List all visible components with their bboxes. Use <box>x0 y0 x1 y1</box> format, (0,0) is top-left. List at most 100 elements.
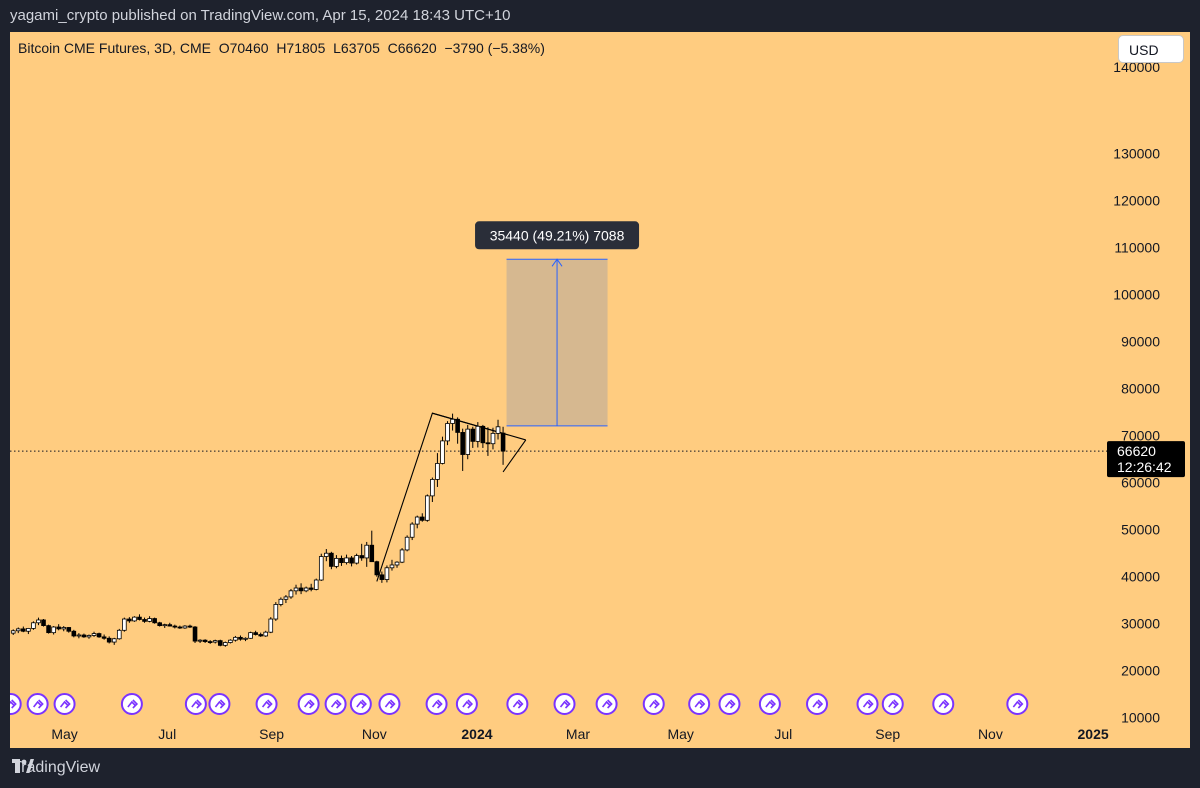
candle[interactable] <box>258 632 263 637</box>
dividend-event-icon[interactable] <box>208 693 231 715</box>
candle[interactable] <box>238 635 243 641</box>
candle[interactable] <box>293 584 299 595</box>
candle[interactable] <box>430 477 435 502</box>
dividend-event-icon[interactable] <box>378 693 401 715</box>
candle[interactable] <box>15 627 21 634</box>
dividend-event-icon[interactable] <box>806 693 829 715</box>
dividend-event-icon[interactable] <box>26 693 49 715</box>
dividend-event-icon[interactable] <box>642 693 665 715</box>
candle[interactable] <box>425 494 430 522</box>
candle[interactable] <box>177 625 183 629</box>
candle[interactable] <box>450 413 455 431</box>
candle[interactable] <box>480 424 486 448</box>
candle[interactable] <box>414 515 420 529</box>
dividend-event-icon[interactable] <box>1006 693 1029 715</box>
dividend-event-icon[interactable] <box>53 693 76 715</box>
candle[interactable] <box>313 578 319 591</box>
candle[interactable] <box>399 548 405 564</box>
candle[interactable] <box>21 626 26 633</box>
candle[interactable] <box>465 424 471 460</box>
candle[interactable] <box>187 624 193 628</box>
dividend-event-icon[interactable] <box>856 693 879 715</box>
candle[interactable] <box>490 427 496 450</box>
candle[interactable] <box>106 636 112 644</box>
candle[interactable] <box>329 551 334 570</box>
candle[interactable] <box>339 555 344 566</box>
candle[interactable] <box>71 629 77 638</box>
candle[interactable] <box>273 602 279 621</box>
candle[interactable] <box>344 554 349 565</box>
candle[interactable] <box>36 617 41 626</box>
triangle-lower-line[interactable] <box>502 439 527 473</box>
candle[interactable] <box>212 639 218 644</box>
candle[interactable] <box>207 640 213 644</box>
candle[interactable] <box>445 421 450 446</box>
candle[interactable] <box>116 628 122 640</box>
candle[interactable] <box>364 541 370 567</box>
candle[interactable] <box>470 426 476 448</box>
candle[interactable] <box>263 630 269 637</box>
candle[interactable] <box>253 630 258 636</box>
candle[interactable] <box>354 553 359 565</box>
dividend-event-icon[interactable] <box>425 693 448 715</box>
candle[interactable] <box>96 632 102 638</box>
candle[interactable] <box>111 637 117 645</box>
candle[interactable] <box>233 635 238 642</box>
candle[interactable] <box>41 619 46 627</box>
candle[interactable] <box>475 422 481 448</box>
candle[interactable] <box>122 617 127 632</box>
candle[interactable] <box>66 627 72 633</box>
candle[interactable] <box>308 583 314 592</box>
dividend-event-icon[interactable] <box>184 693 207 715</box>
dividend-event-icon[interactable] <box>688 693 711 715</box>
candle[interactable] <box>202 639 208 643</box>
candle[interactable] <box>217 639 223 647</box>
candle[interactable] <box>359 543 364 561</box>
candle[interactable] <box>86 634 92 639</box>
candle[interactable] <box>303 586 309 593</box>
candle[interactable] <box>127 617 132 623</box>
candle[interactable] <box>288 588 294 599</box>
candle[interactable] <box>157 621 162 627</box>
dividend-event-icon[interactable] <box>881 693 904 715</box>
candle[interactable] <box>419 513 425 522</box>
candle[interactable] <box>91 631 97 637</box>
candle[interactable] <box>379 571 385 583</box>
dividend-event-icon[interactable] <box>758 693 781 715</box>
candle[interactable] <box>298 583 304 595</box>
candle[interactable] <box>268 617 274 634</box>
candle[interactable] <box>384 565 390 583</box>
candle[interactable] <box>197 639 203 643</box>
candle[interactable] <box>26 627 31 635</box>
candle[interactable] <box>182 625 188 629</box>
candle[interactable] <box>142 617 147 623</box>
candle[interactable] <box>248 631 253 639</box>
candle[interactable] <box>61 626 67 632</box>
candle[interactable] <box>369 530 375 563</box>
candle[interactable] <box>455 417 460 444</box>
candle[interactable] <box>349 556 354 567</box>
candle[interactable] <box>435 453 440 487</box>
candle[interactable] <box>409 522 415 541</box>
candle[interactable] <box>500 426 506 465</box>
candle[interactable] <box>46 624 51 634</box>
dividend-event-icon[interactable] <box>297 693 320 715</box>
candle[interactable] <box>374 560 380 577</box>
candle[interactable] <box>334 555 339 569</box>
candle[interactable] <box>192 626 198 643</box>
candle[interactable] <box>172 624 178 629</box>
candle[interactable] <box>318 553 324 581</box>
dividend-event-icon[interactable] <box>932 693 955 715</box>
dividend-event-icon[interactable] <box>349 693 372 715</box>
candle[interactable] <box>101 634 107 640</box>
dividend-event-icon[interactable] <box>455 693 478 715</box>
candle[interactable] <box>56 624 61 631</box>
candle[interactable] <box>132 616 137 622</box>
candle[interactable] <box>10 629 16 635</box>
candle[interactable] <box>167 622 173 627</box>
candle[interactable] <box>228 639 233 644</box>
candle[interactable] <box>31 621 36 630</box>
candle[interactable] <box>152 617 157 624</box>
candle[interactable] <box>223 641 228 647</box>
candle[interactable] <box>440 436 445 465</box>
